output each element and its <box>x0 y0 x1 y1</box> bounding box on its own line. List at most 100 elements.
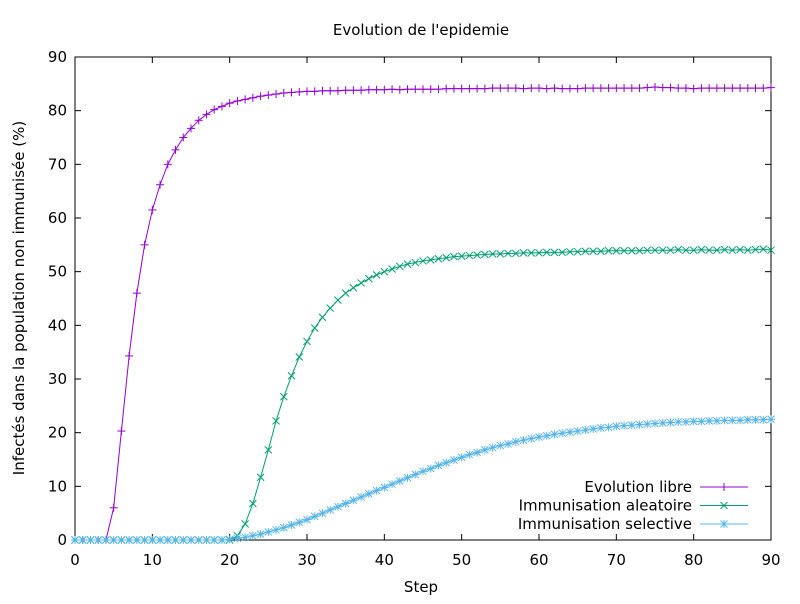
data-point <box>364 85 373 94</box>
data-point <box>473 251 481 259</box>
data-point <box>542 84 551 93</box>
data-point <box>256 530 265 539</box>
data-point <box>217 102 226 111</box>
data-point <box>643 420 652 429</box>
data-point <box>341 499 350 508</box>
data-point <box>620 421 629 430</box>
x-tick-label: 0 <box>70 551 80 569</box>
data-point <box>674 245 683 254</box>
data-point <box>627 246 636 255</box>
data-point <box>202 536 211 544</box>
data-point <box>171 536 180 544</box>
data-point <box>450 252 458 261</box>
data-point <box>728 416 737 425</box>
data-point <box>496 441 505 450</box>
data-point <box>256 92 265 101</box>
data-point <box>210 105 219 114</box>
data-point <box>596 84 605 93</box>
data-point <box>496 250 505 258</box>
y-tick-label: 80 <box>48 102 67 120</box>
data-point <box>295 87 304 96</box>
y-tick-label: 30 <box>48 370 67 388</box>
data-point <box>473 84 482 93</box>
data-point <box>334 296 342 304</box>
data-point <box>187 536 195 544</box>
data-point <box>674 417 683 426</box>
data-point <box>465 84 474 93</box>
data-point <box>565 84 574 93</box>
data-point <box>705 416 714 425</box>
data-point <box>743 415 752 424</box>
data-point <box>249 499 257 508</box>
y-tick-label: 10 <box>48 477 67 495</box>
data-point <box>349 86 358 95</box>
data-point <box>550 84 559 93</box>
data-point <box>426 85 435 94</box>
data-point <box>759 84 768 93</box>
data-point <box>658 246 667 255</box>
data-point <box>566 247 574 256</box>
data-point <box>643 246 652 255</box>
legend-item: Immunisation aleatoire <box>519 497 748 515</box>
data-point <box>109 536 118 544</box>
data-point <box>163 160 172 169</box>
data-point <box>743 84 752 93</box>
data-point <box>411 258 420 267</box>
data-point <box>179 133 188 142</box>
data-point <box>689 84 698 93</box>
data-point <box>194 116 203 125</box>
data-point <box>233 534 242 543</box>
data-point <box>627 421 636 430</box>
data-point <box>767 415 775 424</box>
data-point <box>71 536 79 544</box>
data-point <box>589 424 598 433</box>
data-point <box>349 496 358 505</box>
data-point <box>597 247 605 256</box>
data-point <box>217 536 226 544</box>
plot-border <box>74 56 772 541</box>
data-point <box>666 83 675 92</box>
data-point <box>736 416 745 425</box>
data-point <box>272 90 281 99</box>
data-point <box>511 249 520 258</box>
data-point <box>488 84 497 93</box>
data-point <box>78 536 87 544</box>
y-tick-label: 20 <box>48 424 67 442</box>
data-point <box>535 84 543 93</box>
data-point <box>697 84 706 93</box>
data-point <box>658 83 667 92</box>
data-point <box>712 84 721 93</box>
data-point <box>365 274 373 283</box>
data-point <box>720 84 729 93</box>
data-point <box>558 248 567 257</box>
data-point <box>767 83 775 92</box>
data-point <box>604 246 613 255</box>
data-point <box>279 392 288 401</box>
data-point <box>728 84 737 93</box>
data-point <box>504 439 513 448</box>
data-point <box>480 445 489 454</box>
data-point <box>426 464 435 473</box>
y-tick-label: 60 <box>48 209 67 227</box>
data-point <box>736 245 744 254</box>
data-point <box>326 304 335 313</box>
data-point <box>743 246 752 255</box>
data-point <box>318 509 327 518</box>
data-point <box>612 84 621 93</box>
data-point <box>241 533 250 542</box>
data-point <box>225 535 234 544</box>
data-point <box>132 536 141 544</box>
y-tick-label: 40 <box>48 316 67 334</box>
data-point <box>465 450 474 459</box>
data-point <box>287 520 296 529</box>
data-point <box>318 313 327 322</box>
data-point <box>504 84 513 93</box>
data-point <box>403 85 412 94</box>
data-point <box>759 415 768 424</box>
x-tick-label: 90 <box>761 551 780 569</box>
legend-item: Immunisation selective <box>518 515 748 533</box>
x-tick-label: 20 <box>220 551 239 569</box>
data-point <box>163 536 172 544</box>
data-point <box>542 431 551 440</box>
